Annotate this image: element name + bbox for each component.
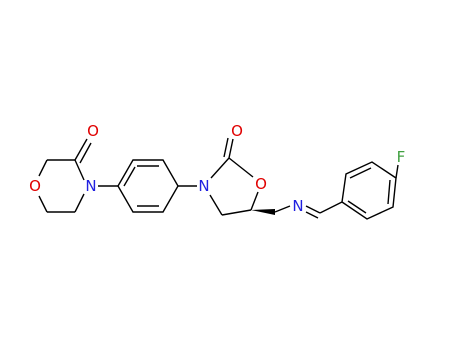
- atom-label: N: [85, 177, 96, 195]
- bond: [74, 159, 85, 181]
- bond: [274, 205, 291, 213]
- atom-label: N: [198, 177, 209, 195]
- bond: [79, 142, 92, 164]
- bonds: [38, 137, 399, 220]
- bond: [123, 166, 136, 187]
- bond: [395, 164, 399, 179]
- bond: [305, 205, 321, 214]
- bond: [210, 157, 230, 179]
- atom-label: O: [231, 122, 243, 140]
- bond: [223, 137, 229, 158]
- bond: [209, 194, 223, 216]
- bond: [228, 138, 234, 159]
- atom-label: O: [255, 175, 267, 193]
- bond: [221, 209, 252, 216]
- bond: [74, 193, 85, 213]
- bond: [305, 211, 319, 219]
- bond: [250, 191, 259, 211]
- atom-labels: O O N N O O N F: [29, 122, 405, 215]
- atom-label: O: [29, 177, 41, 195]
- bond: [387, 179, 391, 205]
- wedge-bond: [251, 209, 275, 215]
- bond: [228, 157, 254, 178]
- bond: [38, 195, 48, 213]
- bond: [349, 167, 372, 179]
- bond: [347, 200, 367, 214]
- atom-label: F: [397, 148, 406, 166]
- bond: [74, 138, 88, 161]
- atom-label: O: [87, 122, 99, 140]
- ring: [341, 161, 397, 220]
- ring: [117, 159, 179, 213]
- bond: [319, 201, 343, 214]
- atom-label: N: [292, 197, 303, 215]
- bond: [38, 159, 48, 177]
